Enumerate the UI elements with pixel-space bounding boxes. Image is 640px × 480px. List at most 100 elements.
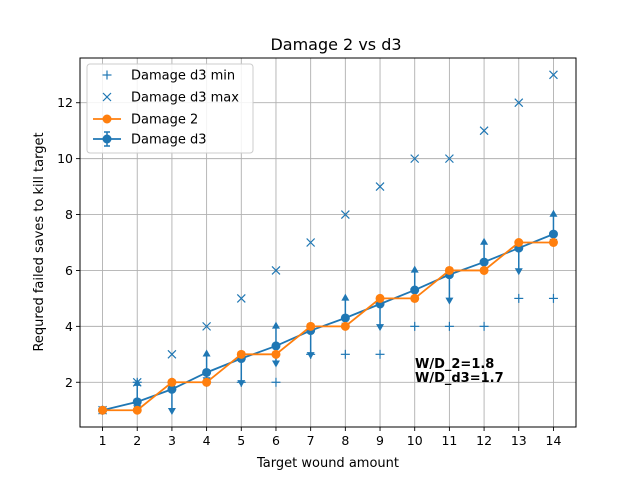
legend-label: Damage d3 min bbox=[131, 69, 235, 84]
point-damage-2 bbox=[375, 293, 385, 303]
point-damage-2 bbox=[132, 405, 142, 415]
point-d3-min bbox=[410, 321, 420, 331]
errorbar-cap-up bbox=[410, 265, 419, 273]
errorbar-cap-down bbox=[376, 324, 385, 332]
point-damage-2 bbox=[410, 293, 420, 303]
point-damage-2 bbox=[167, 377, 177, 387]
x-tick-label: 6 bbox=[272, 433, 280, 448]
errorbar-cap-up bbox=[202, 349, 211, 357]
point-damage-d3 bbox=[479, 257, 489, 267]
errorbar-cap-up bbox=[271, 321, 280, 329]
plot-frame bbox=[79, 57, 577, 428]
x-stroke-b bbox=[340, 210, 350, 219]
line-damage-d3 bbox=[102, 233, 554, 412]
legend-label: Damage d3 max bbox=[131, 91, 239, 106]
errorbar-cap-down bbox=[306, 352, 315, 360]
annotation-wd2: W/D_2=1.8 bbox=[415, 357, 494, 372]
x-tick-label: 13 bbox=[511, 433, 527, 448]
errorbar-cap-down bbox=[167, 408, 176, 416]
point-d3-min bbox=[479, 321, 489, 331]
point-damage-d3 bbox=[548, 229, 558, 239]
y-tick-label: 12 bbox=[57, 95, 73, 110]
point-damage-d3 bbox=[410, 285, 420, 295]
annotation-wdd3: W/D_d3=1.7 bbox=[415, 371, 504, 386]
point-damage-2 bbox=[444, 265, 454, 275]
x-tick-label: 7 bbox=[307, 433, 315, 448]
point-d3-min bbox=[514, 293, 524, 303]
point-d3-max bbox=[410, 154, 420, 164]
point-d3-max bbox=[549, 70, 558, 80]
x-stroke-b bbox=[102, 92, 112, 102]
x-stroke-b bbox=[236, 293, 246, 303]
line-damage-2 bbox=[102, 241, 554, 412]
point-d3-max bbox=[271, 266, 281, 275]
y-tick-label: 6 bbox=[65, 263, 73, 278]
legend: Damage d3 min Damage d3 max Damage 2 Damage… bbox=[86, 63, 254, 154]
x-axis-label: Target wound amount bbox=[256, 456, 399, 471]
x-stroke-b bbox=[375, 182, 385, 192]
legend-marker-d3-max bbox=[102, 92, 112, 102]
point-d3-max bbox=[514, 98, 524, 108]
x-stroke-b bbox=[479, 126, 489, 136]
x-tick-label: 14 bbox=[546, 433, 562, 448]
errorbar-cap-down bbox=[271, 360, 280, 368]
point-d3-max bbox=[444, 154, 454, 164]
point-damage-2 bbox=[236, 349, 246, 359]
point-damage-d3 bbox=[132, 397, 142, 407]
chart-title: Damage 2 vs d3 bbox=[270, 35, 401, 54]
x-tick-label: 1 bbox=[99, 433, 107, 448]
x-stroke-b bbox=[306, 238, 316, 247]
x-tick-label: 11 bbox=[441, 433, 457, 448]
point-damage-d3 bbox=[202, 367, 212, 377]
legend-label: Damage d3 bbox=[131, 133, 207, 148]
x-stroke-b bbox=[514, 98, 524, 108]
point-damage-2 bbox=[98, 405, 108, 415]
x-stroke-b bbox=[167, 349, 177, 359]
x-stroke-b bbox=[271, 266, 281, 275]
y-tick-label: 4 bbox=[65, 319, 73, 334]
point-d3-max bbox=[202, 321, 212, 331]
x-stroke-b bbox=[410, 154, 420, 164]
x-tick-label: 12 bbox=[476, 433, 492, 448]
legend-marker-damage-d3 bbox=[102, 134, 112, 144]
x-tick-label: 9 bbox=[376, 433, 384, 448]
legend-box bbox=[86, 63, 254, 154]
point-d3-min bbox=[271, 377, 281, 387]
errorbar-cap-up bbox=[341, 293, 350, 301]
y-tick-label: 2 bbox=[65, 375, 73, 390]
x-tick-label: 4 bbox=[203, 433, 211, 448]
point-damage-d3 bbox=[271, 341, 281, 351]
point-damage-2 bbox=[306, 321, 316, 331]
point-damage-2 bbox=[479, 265, 489, 275]
y-tick-label: 10 bbox=[57, 151, 73, 166]
x-stroke-b bbox=[444, 154, 454, 164]
point-damage-2 bbox=[340, 321, 350, 331]
x-tick-label: 3 bbox=[168, 433, 176, 448]
errorbar-cap-up bbox=[549, 209, 558, 217]
point-damage-d3 bbox=[167, 384, 177, 394]
errorbar-cap-down bbox=[445, 297, 454, 305]
x-stroke-b bbox=[202, 321, 212, 331]
y-tick-label: 8 bbox=[65, 207, 73, 222]
point-damage-2 bbox=[202, 377, 212, 387]
x-tick-label: 8 bbox=[341, 433, 349, 448]
point-damage-2 bbox=[548, 238, 558, 247]
point-d3-min bbox=[548, 293, 558, 303]
legend-marker-damage-2 bbox=[102, 114, 112, 124]
point-d3-max bbox=[167, 349, 177, 359]
point-d3-max bbox=[306, 238, 316, 247]
point-d3-max bbox=[479, 126, 489, 136]
errorbar-cap-up bbox=[480, 237, 489, 245]
point-d3-min bbox=[340, 349, 350, 359]
point-damage-2 bbox=[271, 349, 281, 359]
errorbar-cap-down bbox=[237, 380, 246, 388]
point-d3-min bbox=[444, 321, 454, 331]
y-axis-label: Requred failed saves to kill target bbox=[32, 132, 47, 351]
point-d3-max bbox=[340, 210, 350, 219]
x-tick-label: 5 bbox=[237, 433, 245, 448]
x-stroke-b bbox=[549, 70, 558, 80]
point-d3-min bbox=[375, 349, 385, 359]
point-damage-d3 bbox=[340, 313, 350, 323]
